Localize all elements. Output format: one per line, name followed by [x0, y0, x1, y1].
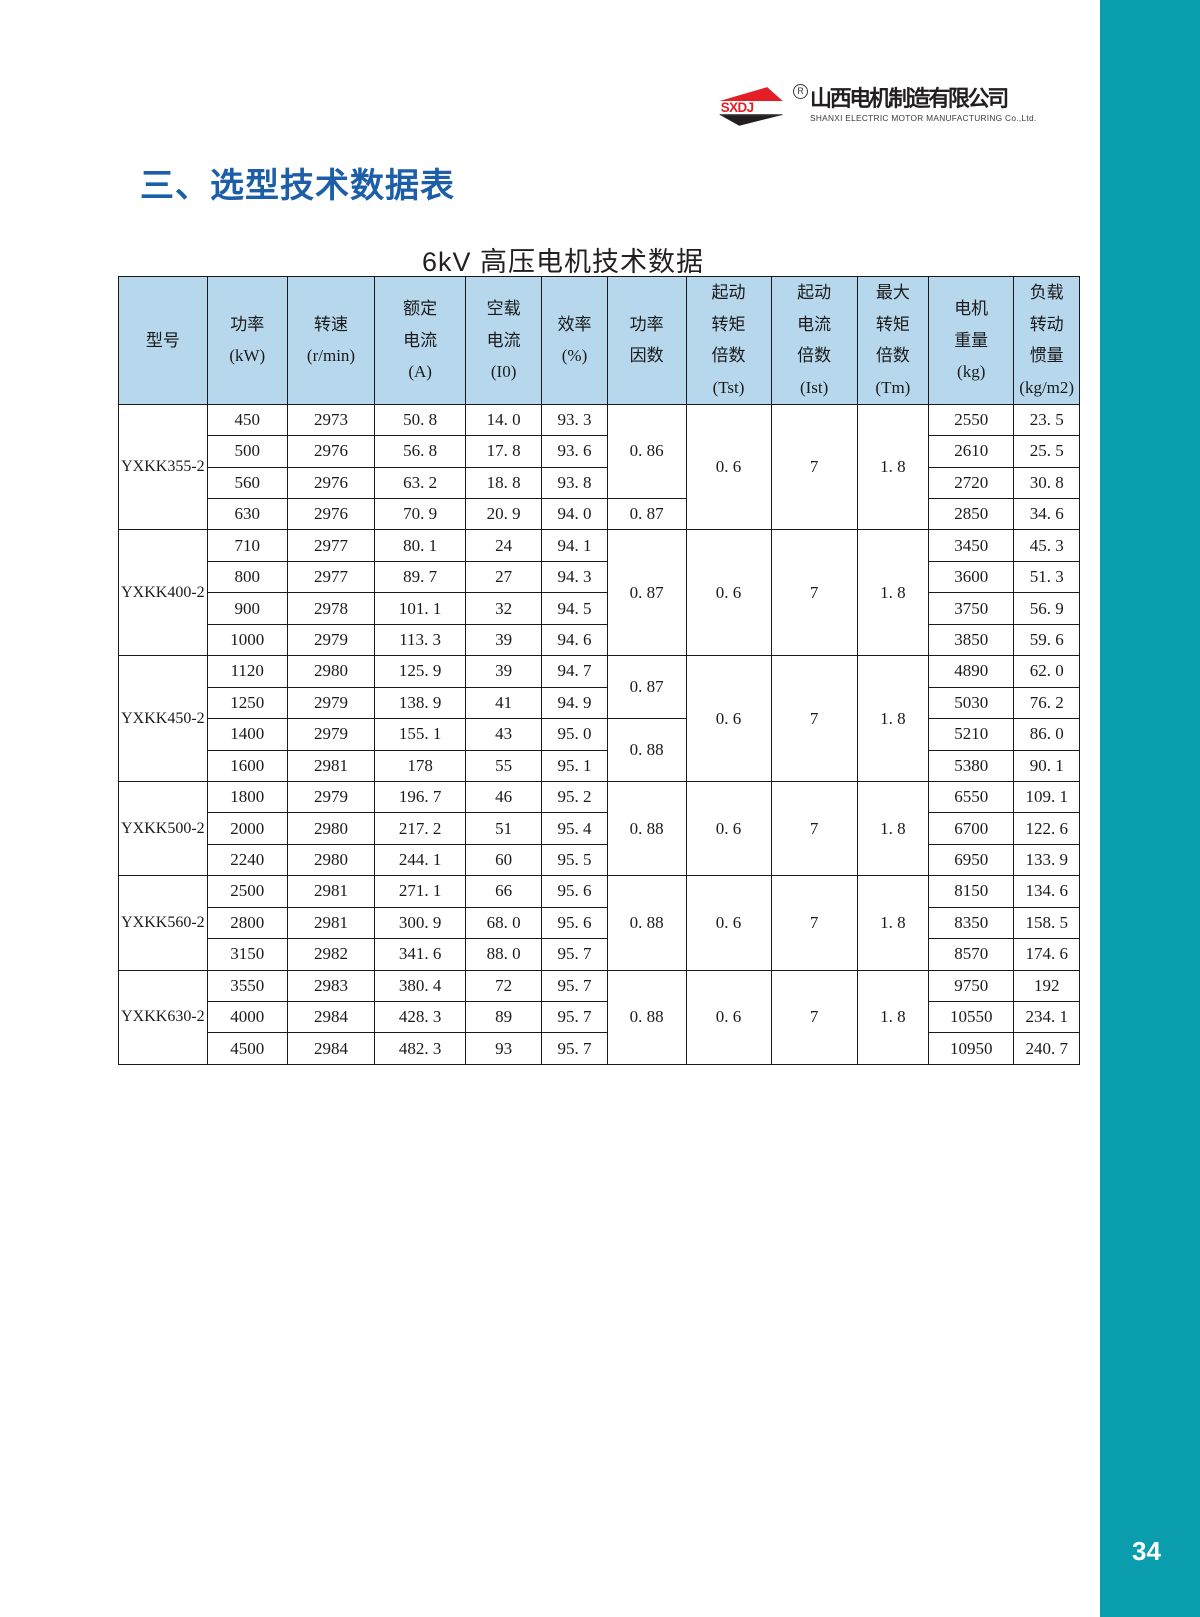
svg-text:SXDJ: SXDJ	[721, 100, 754, 115]
